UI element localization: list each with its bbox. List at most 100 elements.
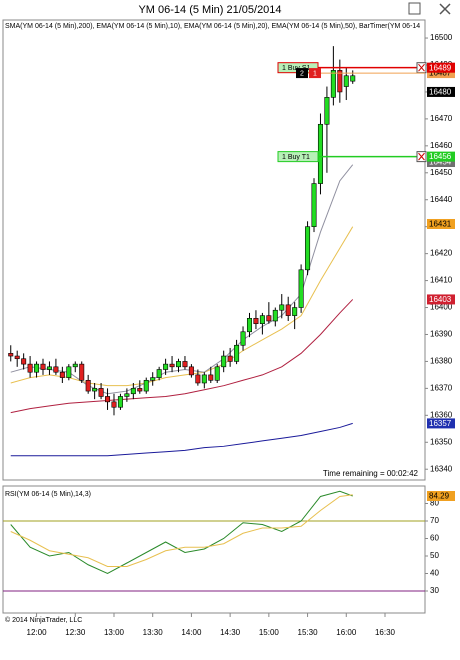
candle-body [130, 388, 136, 395]
candle-body [85, 379, 91, 392]
candle-body [27, 363, 33, 373]
candle-body [176, 361, 182, 368]
y-tick-label: 50 [430, 551, 439, 560]
price-marker-label: 16357 [429, 419, 452, 428]
rsi-title: RSI(YM 06-14 (5 Min),14,3) [5, 491, 91, 498]
x-tick-label: 12:00 [27, 628, 48, 637]
candle-body [72, 363, 78, 368]
candle-body [79, 363, 85, 381]
y-tick-label: 30 [430, 586, 439, 595]
timer-label: Time remaining = 00:02:42 [323, 469, 419, 478]
position-label: 2 [300, 70, 304, 77]
indicators-label: SMA(YM 06-14 (5 Min),200), EMA(YM 06-14 … [5, 23, 420, 30]
order-box [277, 151, 319, 163]
y-tick-label: 16500 [430, 33, 453, 42]
y-tick-label: 40 [430, 569, 439, 578]
candle-body [182, 361, 188, 368]
rsi-line [10, 494, 353, 567]
price-marker [427, 157, 455, 168]
candle-body [105, 396, 111, 403]
candle-body [253, 318, 259, 324]
candle-body [195, 374, 201, 384]
candle-body [305, 226, 311, 271]
y-tick-label: 60 [430, 534, 439, 543]
rsi-marker-label: 84.29 [429, 492, 450, 501]
candle-body [117, 396, 123, 408]
y-tick-label: 80 [430, 499, 439, 508]
y-tick-label: 16460 [430, 141, 453, 150]
candle-body [8, 353, 14, 357]
candle-body [317, 123, 323, 184]
candle-body [272, 309, 278, 322]
candle-body [124, 393, 130, 397]
candle-body [163, 363, 169, 370]
position-box [296, 68, 308, 79]
candle-body [143, 379, 149, 392]
candle-body [92, 388, 98, 392]
copyright: © 2014 NinjaTrader, LLC [5, 616, 82, 624]
x-tick-label: 14:30 [220, 628, 241, 637]
candle-body [59, 371, 65, 378]
candle-body [150, 377, 156, 381]
x-tick-label: 13:30 [143, 628, 164, 637]
candle-body [21, 358, 27, 365]
price-marker-label: 16403 [429, 295, 452, 304]
candle-body [46, 366, 52, 370]
x-tick-label: 13:00 [104, 628, 125, 637]
candle-body [246, 318, 252, 333]
price-marker [427, 418, 455, 429]
candle-body [156, 369, 162, 378]
candle-body [324, 97, 330, 125]
candle-body [137, 388, 143, 392]
price-marker [427, 86, 455, 97]
candle-body [311, 183, 317, 227]
y-tick-label: 16400 [430, 303, 453, 312]
price-marker-label: 16480 [429, 88, 452, 97]
order-label: 1 Buy T1 [282, 154, 310, 161]
candle-body [66, 366, 72, 378]
candle-body [169, 363, 175, 368]
candle-body [279, 304, 285, 311]
x-tick-label: 14:00 [181, 628, 202, 637]
chart-title: YM 06-14 (5 Min) 21/05/2014 [138, 4, 281, 16]
candle-body [98, 388, 104, 397]
candle-body [343, 75, 349, 87]
candle-body [221, 355, 227, 368]
candle-body [208, 374, 214, 381]
price-marker [427, 62, 455, 73]
candle-body [14, 355, 20, 360]
y-tick-label: 16450 [430, 168, 453, 177]
price-marker-label: 16487 [429, 69, 452, 78]
rsi-panel [2, 485, 426, 614]
y-tick-label: 16440 [430, 195, 453, 204]
y-tick-label: 16380 [430, 357, 453, 366]
indicator-line [10, 299, 354, 414]
price-marker [427, 294, 455, 305]
price-marker [427, 218, 455, 229]
position-box [309, 68, 321, 79]
y-tick-label: 70 [430, 516, 439, 525]
y-tick-label: 16370 [430, 383, 453, 392]
candle-body [201, 374, 207, 384]
candle-body [285, 304, 291, 316]
y-tick-label: 16360 [430, 410, 453, 419]
candle-body [53, 366, 59, 373]
candle-body [227, 355, 233, 362]
x-tick-label: 12:30 [65, 628, 86, 637]
price-marker [427, 151, 455, 162]
x-tick-label: 16:30 [375, 628, 396, 637]
candle-body [337, 70, 343, 93]
candle-body [111, 401, 117, 408]
order-close-x [418, 63, 425, 72]
price-marker-label: 16456 [429, 152, 452, 161]
candle-body [40, 363, 46, 370]
close-button[interactable] [439, 3, 451, 15]
candle-body [34, 363, 40, 373]
candle-body [292, 307, 298, 316]
window-button[interactable] [408, 2, 421, 15]
order-close-x [418, 152, 425, 161]
y-tick-label: 16410 [430, 276, 453, 285]
candle-body [188, 366, 194, 376]
